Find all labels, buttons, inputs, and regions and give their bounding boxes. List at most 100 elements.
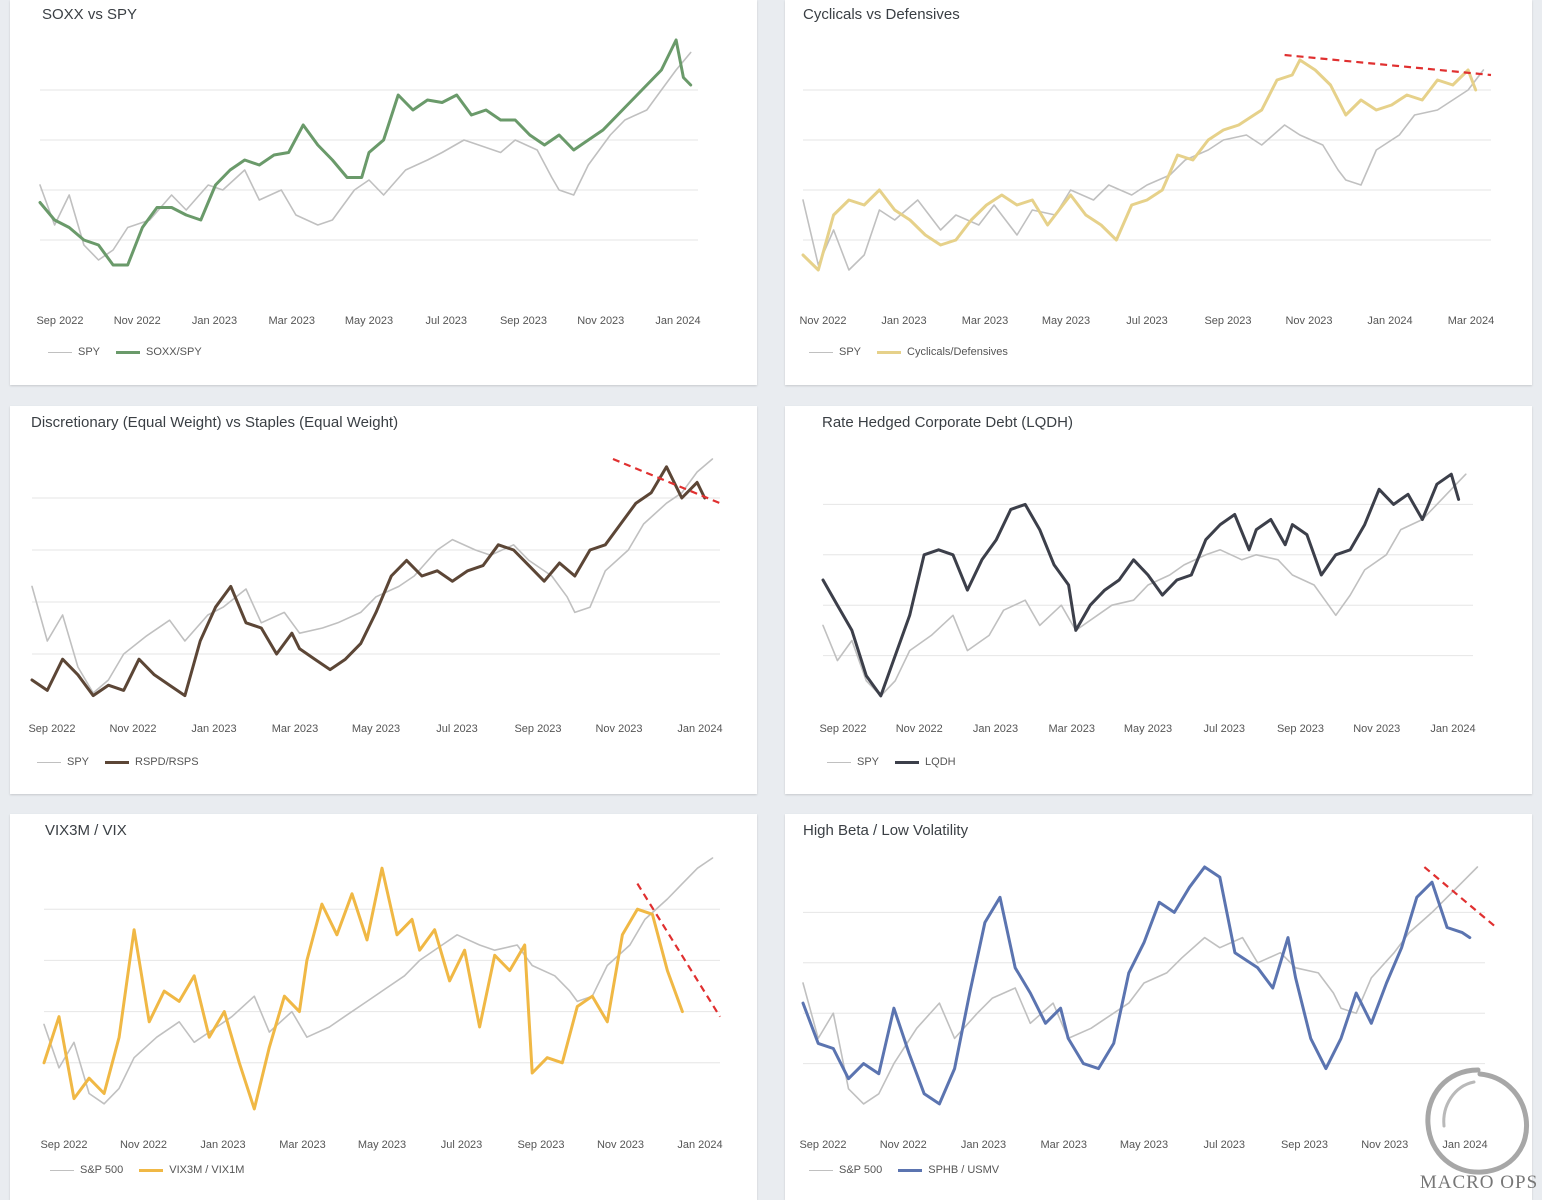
legend-main-swatch: [139, 1168, 164, 1172]
x-tick-label: Jan 2024: [677, 723, 722, 735]
chart-title: VIX3M / VIX: [45, 822, 127, 839]
x-tick-label: Nov 2023: [595, 723, 642, 735]
chart-legend: SPY Cyclicals/Defensives: [809, 346, 1018, 358]
trend-line: [636, 883, 721, 1018]
trend-line: [1423, 866, 1498, 929]
x-tick-label: Sep 2022: [799, 1139, 846, 1151]
legend-main-swatch: [105, 760, 130, 764]
x-tick-label: Nov 2022: [799, 315, 846, 327]
x-tick-label: May 2023: [1124, 723, 1172, 735]
legend-main[interactable]: SOXX/SPY: [116, 346, 202, 358]
x-tick-label: Mar 2023: [1041, 1139, 1087, 1151]
x-tick-label: Mar 2023: [1049, 723, 1095, 735]
chart-svg: Nov 2022 Jan 2023 Mar 2023 May 2023 Jul 2023…: [799, 53, 1494, 327]
chart-svg: Sep 2022 Nov 2022 Jan 2023 Mar 2023 May 2023…: [28, 457, 723, 735]
macro-ops-wordmark: MACRO OPS: [1419, 1172, 1539, 1193]
x-tick-label: Mar 2024: [1448, 315, 1494, 327]
legend-benchmark[interactable]: SPY: [827, 756, 879, 768]
x-tick-label: Nov 2023: [597, 1139, 644, 1151]
legend-benchmark-swatch: [37, 761, 61, 763]
legend-benchmark-swatch: [827, 761, 851, 763]
legend-benchmark[interactable]: SPY: [37, 756, 89, 768]
legend-benchmark-label: SPY: [839, 346, 862, 358]
x-tick-label: Mar 2023: [279, 1139, 325, 1151]
legend-benchmark-label: SPY: [67, 756, 90, 768]
legend-benchmark-label: S&P 500: [839, 1164, 883, 1176]
legend-main-swatch: [898, 1168, 923, 1172]
legend-main-label: SOXX/SPY: [146, 346, 202, 358]
legend-benchmark-label: S&P 500: [80, 1164, 124, 1176]
chart-legend: SPY LQDH: [827, 756, 966, 768]
main-series-line: [38, 38, 693, 267]
legend-benchmark-label: SPY: [78, 346, 101, 358]
legend-main[interactable]: VIX3M / VIX1M: [139, 1164, 244, 1176]
x-tick-label: Mar 2023: [269, 315, 315, 327]
x-tick-label: Jul 2023: [1126, 315, 1168, 327]
x-tick-label: Nov 2022: [109, 723, 156, 735]
legend-benchmark-swatch: [809, 351, 833, 353]
benchmark-series-line: [31, 458, 714, 694]
chart-title: Rate Hedged Corporate Debt (LQDH): [822, 414, 1073, 431]
x-tick-label: Jan 2024: [1430, 723, 1475, 735]
chart-svg: Sep 2022 Nov 2022 Jan 2023 Mar 2023 May 2023…: [40, 857, 723, 1151]
main-series-line: [801, 865, 1472, 1106]
x-tick-label: Jan 2024: [1442, 1139, 1487, 1151]
legend-main[interactable]: SPHB / USMV: [898, 1164, 999, 1176]
legend-benchmark[interactable]: S&P 500: [809, 1164, 882, 1176]
chart-panel-beta: High Beta / Low Volatility Sep 2022 Nov 2…: [785, 814, 1532, 1200]
x-tick-label: May 2023: [1120, 1139, 1168, 1151]
x-tick-label: Mar 2023: [272, 723, 318, 735]
x-tick-label: Mar 2023: [962, 315, 1008, 327]
macro-ops-logo: [1425, 1067, 1530, 1175]
x-tick-label: Sep 2023: [1281, 1139, 1328, 1151]
x-tick-label: Nov 2022: [120, 1139, 167, 1151]
legend-main[interactable]: RSPD/RSPS: [105, 756, 199, 768]
x-tick-label: Nov 2022: [114, 315, 161, 327]
trend-line: [1284, 53, 1492, 77]
x-tick-label: Sep 2023: [1277, 723, 1324, 735]
x-tick-label: Nov 2023: [1353, 723, 1400, 735]
chart-legend: S&P 500 VIX3M / VIX1M: [50, 1164, 254, 1176]
x-tick-label: Jan 2024: [1367, 315, 1412, 327]
legend-main-swatch: [877, 350, 902, 354]
x-tick-label: May 2023: [345, 315, 393, 327]
trend-line: [612, 457, 721, 505]
x-tick-label: Nov 2023: [577, 315, 624, 327]
chart-title: High Beta / Low Volatility: [803, 822, 969, 839]
x-tick-label: Sep 2022: [40, 1139, 87, 1151]
legend-benchmark-label: SPY: [857, 756, 880, 768]
legend-benchmark-swatch: [48, 351, 72, 353]
chart-title: Discretionary (Equal Weight) vs Staples …: [31, 414, 399, 431]
legend-main-label: Cyclicals/Defensives: [907, 346, 1008, 358]
x-tick-label: Jul 2023: [436, 723, 478, 735]
legend-benchmark-swatch: [809, 1169, 833, 1171]
chart-legend: S&P 500 SPHB / USMV: [809, 1164, 1009, 1176]
chart-panel-soxx: SOXX vs SPY Sep 2022 Nov 2022 Jan 2023 Mar …: [10, 0, 757, 385]
x-tick-label: Jan 2023: [961, 1139, 1006, 1151]
chart-legend: SPY RSPD/RSPS: [37, 756, 209, 768]
chart-svg: Sep 2022 Nov 2022 Jan 2023 Mar 2023 May 2023…: [36, 38, 701, 327]
legend-main-label: LQDH: [925, 756, 956, 768]
legend-main-label: RSPD/RSPS: [135, 756, 199, 768]
legend-benchmark[interactable]: SPY: [48, 346, 100, 358]
chart-svg: Sep 2022 Nov 2022 Jan 2023 Mar 2023 May 2023…: [819, 472, 1476, 735]
x-tick-label: Jan 2023: [973, 723, 1018, 735]
x-tick-label: Sep 2023: [517, 1139, 564, 1151]
x-tick-label: Sep 2022: [36, 315, 83, 327]
x-tick-label: Sep 2022: [28, 723, 75, 735]
x-tick-label: Jul 2023: [1203, 723, 1245, 735]
x-tick-label: Jan 2024: [677, 1139, 722, 1151]
legend-benchmark[interactable]: SPY: [809, 346, 861, 358]
main-series-line: [30, 465, 707, 698]
chart-svg: Sep 2022 Nov 2022 Jan 2023 Mar 2023 May 2023…: [799, 865, 1498, 1151]
chart-panel-vix: VIX3M / VIX Sep 2022 Nov 2022 Jan 2023 Mar …: [10, 814, 757, 1200]
x-tick-label: Nov 2022: [896, 723, 943, 735]
chart-title: SOXX vs SPY: [42, 6, 138, 23]
legend-main[interactable]: Cyclicals/Defensives: [877, 346, 1008, 358]
legend-benchmark[interactable]: S&P 500: [50, 1164, 123, 1176]
legend-main[interactable]: LQDH: [895, 756, 956, 768]
x-tick-label: Nov 2022: [880, 1139, 927, 1151]
benchmark-series-line: [822, 473, 1467, 697]
x-tick-label: Jul 2023: [441, 1139, 483, 1151]
x-tick-label: Sep 2023: [514, 723, 561, 735]
